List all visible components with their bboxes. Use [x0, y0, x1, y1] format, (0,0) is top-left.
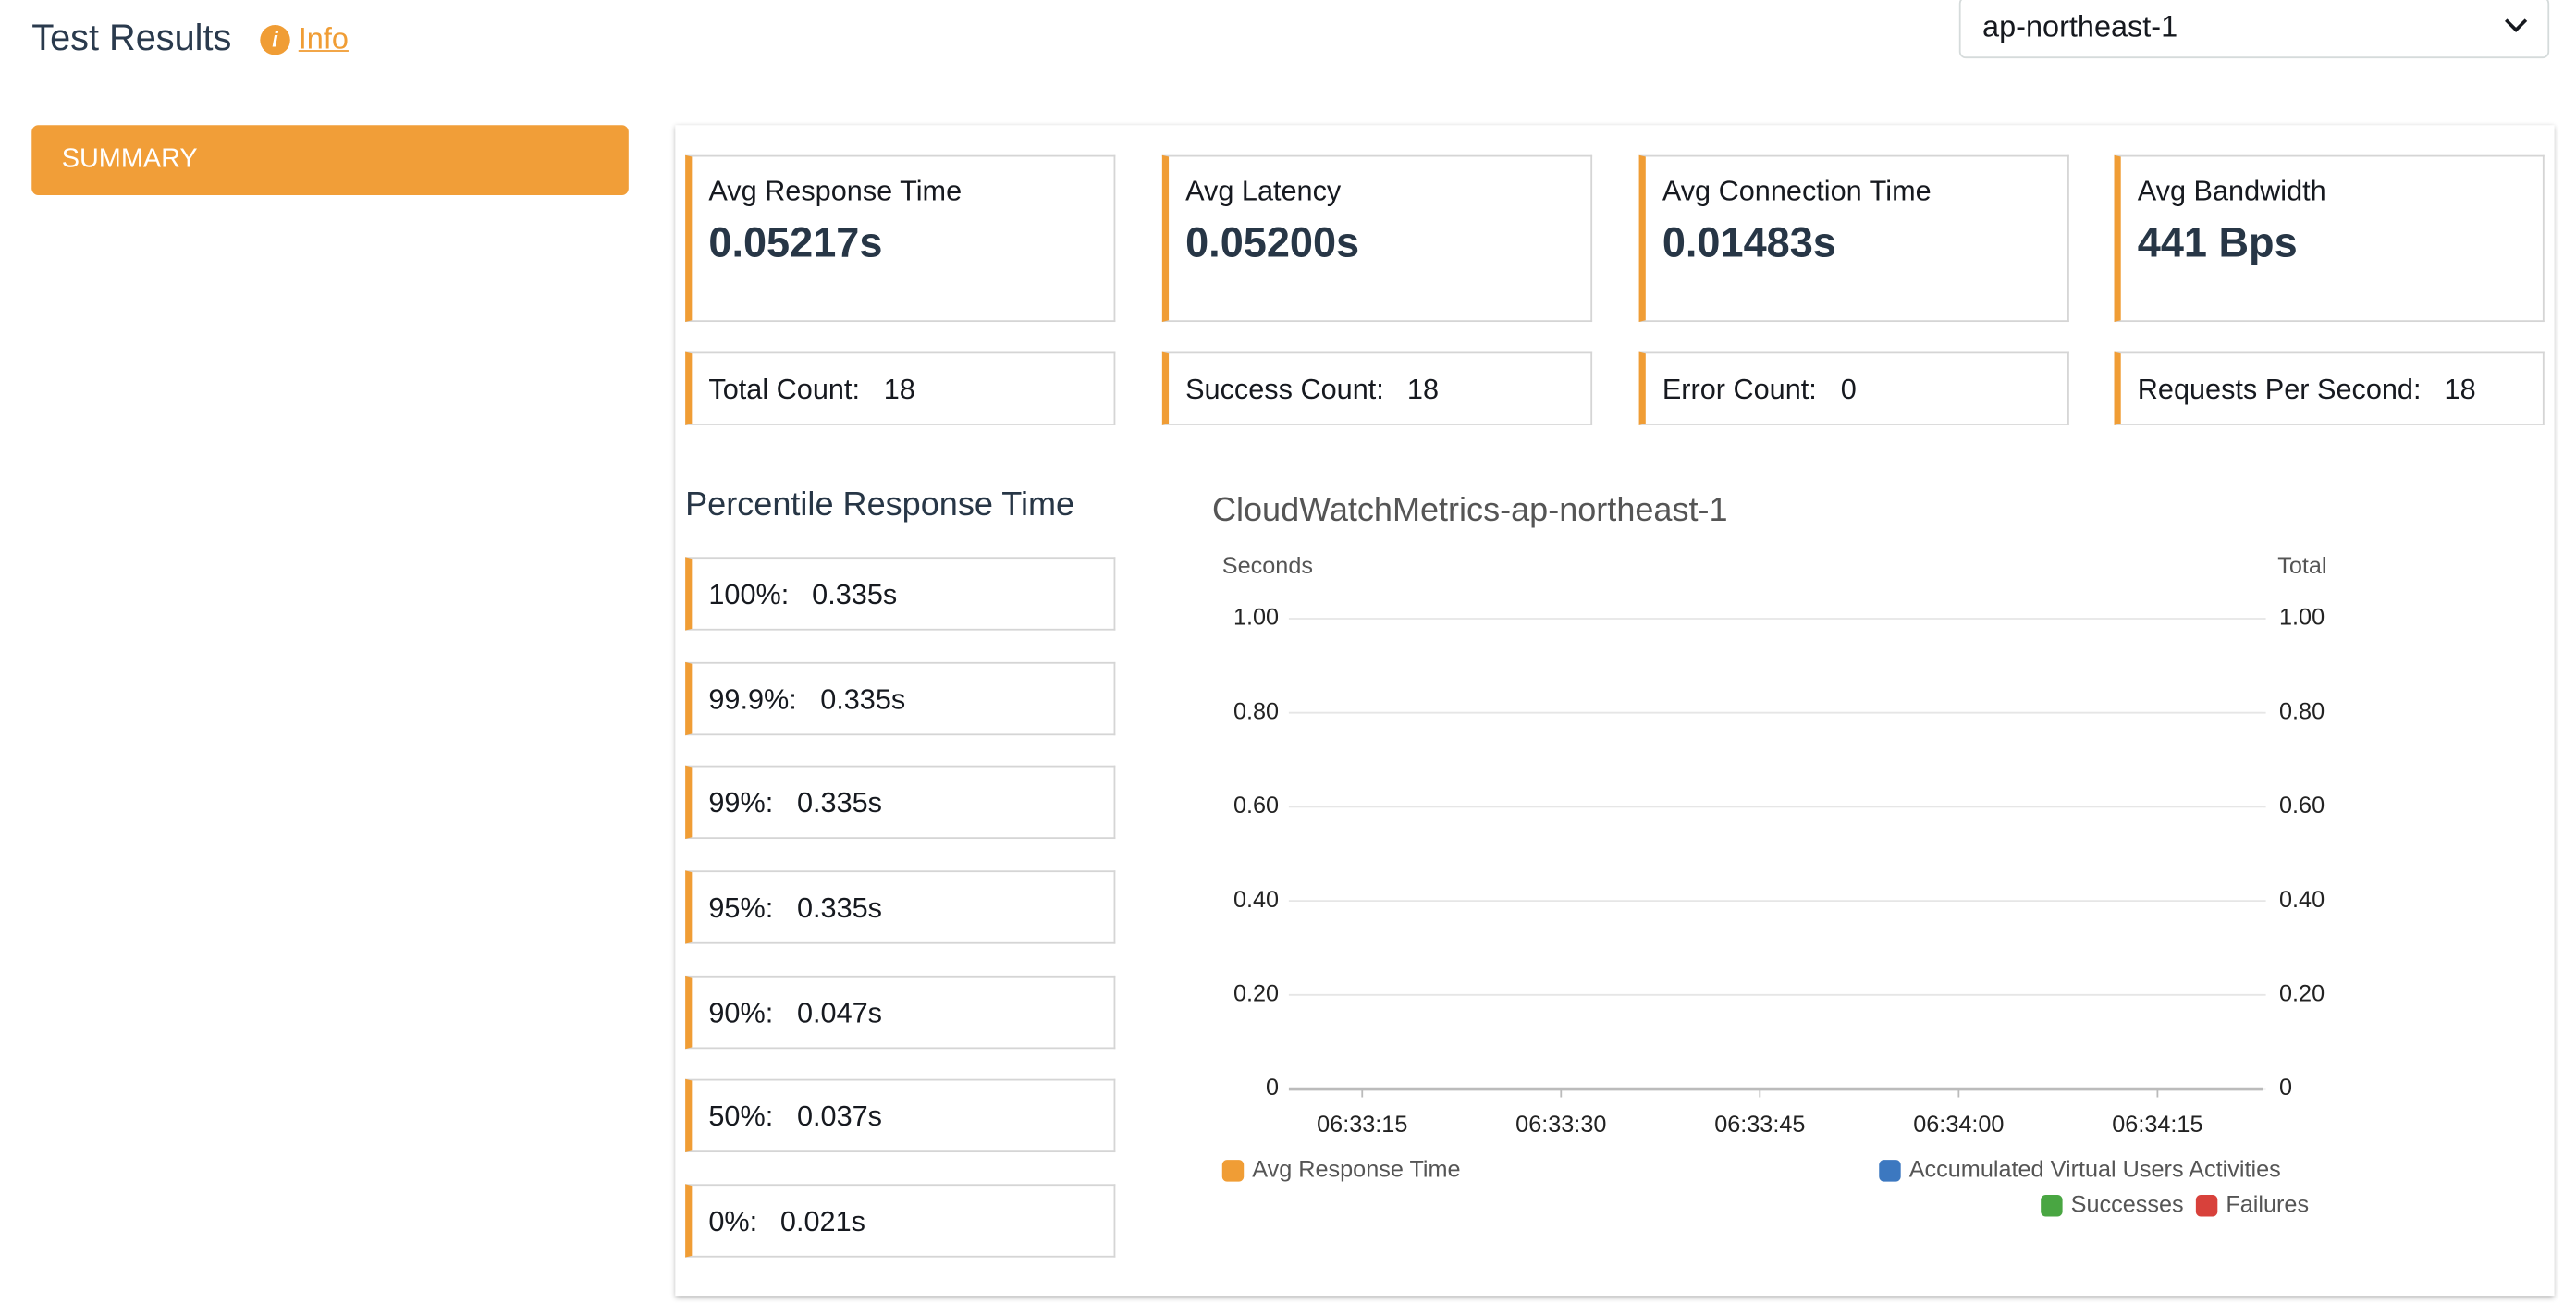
- metric-value: 0.01483s: [1662, 220, 1836, 267]
- card-label: 99.9%:: [708, 683, 797, 715]
- metric-card: Avg Response Time 0.05217s: [685, 154, 1116, 323]
- y2-tick-label: 0.80: [2279, 698, 2325, 724]
- x-tick-label: 06:34:00: [1913, 1112, 2004, 1138]
- y2-tick-label: 0: [2279, 1075, 2292, 1101]
- legend-swatch: [2041, 1195, 2063, 1217]
- metric-label: Avg Response Time: [708, 175, 963, 207]
- x-tick-label: 06:33:45: [1714, 1112, 1805, 1138]
- count-card: Requests Per Second: 18: [2114, 351, 2545, 425]
- percentile-card: 0%: 0.021s: [685, 1184, 1116, 1258]
- card-label: 100%:: [708, 578, 790, 610]
- y-tick-label: 0.20: [1233, 980, 1279, 1006]
- card-value: 0.037s: [796, 1101, 882, 1134]
- count-card: Total Count: 18: [685, 351, 1116, 425]
- page-title: Test Results: [31, 17, 232, 59]
- percentile-card: 99.9%: 0.335s: [685, 661, 1116, 735]
- y2-tick-label: 1.00: [2279, 605, 2325, 631]
- info-icon[interactable]: i: [260, 25, 290, 55]
- card-label: 50%:: [708, 1101, 774, 1134]
- card-value: 0.335s: [812, 578, 898, 610]
- y2-tick-label: 0.40: [2279, 887, 2325, 913]
- count-card: Error Count: 0: [1638, 351, 2069, 425]
- card-label: Error Count:: [1662, 373, 1817, 406]
- card-value: 0.335s: [796, 787, 882, 819]
- card-label: 0%:: [708, 1205, 758, 1238]
- region-value: ap-northeast-1: [1982, 9, 2178, 43]
- metric-label: Avg Connection Time: [1662, 175, 1932, 207]
- metric-label: Avg Bandwidth: [2137, 175, 2326, 207]
- y2-tick-label: 0.20: [2279, 980, 2325, 1006]
- chart-title: CloudWatchMetrics-ap-northeast-1: [1212, 490, 1728, 528]
- card-label: Requests Per Second:: [2137, 373, 2422, 406]
- legend-swatch: [1221, 1160, 1245, 1182]
- percentile-card: 100%: 0.335s: [685, 557, 1116, 631]
- metric-card: Avg Bandwidth 441 Bps: [2114, 154, 2545, 323]
- metric-value: 441 Bps: [2137, 220, 2298, 267]
- metric-value: 0.05200s: [1185, 220, 1360, 267]
- card-value: 18: [1406, 373, 1440, 406]
- card-label: 99%:: [708, 787, 774, 819]
- legend-label: Avg Response Time: [1252, 1157, 1460, 1183]
- metric-card: Avg Connection Time 0.01483s: [1638, 154, 2069, 323]
- metric-label: Avg Latency: [1185, 175, 1342, 207]
- card-label: Total Count:: [708, 373, 860, 406]
- card-label: Success Count:: [1185, 373, 1384, 406]
- card-value: 18: [883, 373, 915, 406]
- y-tick-label: 0: [1266, 1075, 1279, 1101]
- metric-card: Avg Latency 0.05200s: [1161, 154, 1593, 323]
- percentile-card: 99%: 0.335s: [685, 766, 1116, 840]
- x-tick-label: 06:34:15: [2112, 1112, 2202, 1138]
- region-select[interactable]: ap-northeast-1: [1958, 0, 2550, 59]
- legend-swatch: [1879, 1160, 1901, 1182]
- y-tick-label: 0.60: [1233, 793, 1279, 818]
- y2-tick-label: 0.60: [2279, 793, 2325, 818]
- percentile-card: 90%: 0.047s: [685, 975, 1116, 1049]
- y2-axis-label: Total: [2277, 553, 2326, 579]
- summary-tab[interactable]: SUMMARY: [31, 125, 629, 195]
- count-card: Success Count: 18: [1161, 351, 1593, 425]
- info-link[interactable]: Info: [298, 21, 349, 55]
- legend-label: Successes: [2071, 1191, 2184, 1217]
- metric-value: 0.05217s: [708, 220, 883, 267]
- x-tick-label: 06:33:30: [1515, 1112, 1606, 1138]
- chevron: [2504, 18, 2528, 33]
- percentile-card: 95%: 0.335s: [685, 870, 1116, 944]
- percentile-title: Percentile Response Time: [685, 486, 1075, 524]
- y-tick-label: 1.00: [1233, 605, 1279, 631]
- card-value: 0.047s: [796, 996, 882, 1029]
- card-value: 0.335s: [796, 892, 882, 924]
- y-axis-label: Seconds: [1222, 553, 1313, 579]
- card-value: 0.021s: [779, 1205, 865, 1238]
- x-tick-label: 06:33:15: [1317, 1112, 1407, 1138]
- y-tick-label: 0.80: [1233, 698, 1279, 724]
- y-tick-label: 0.40: [1233, 887, 1279, 913]
- percentile-card: 50%: 0.037s: [685, 1079, 1116, 1153]
- legend-label: Accumulated Virtual Users Activities: [1909, 1157, 2281, 1183]
- legend-label: Failures: [2226, 1191, 2309, 1217]
- card-value: 18: [2444, 373, 2476, 406]
- card-value: 0: [1840, 373, 1857, 406]
- legend-swatch: [2195, 1195, 2218, 1217]
- card-label: 95%:: [708, 892, 774, 924]
- card-value: 0.335s: [820, 683, 906, 715]
- card-label: 90%:: [708, 996, 774, 1029]
